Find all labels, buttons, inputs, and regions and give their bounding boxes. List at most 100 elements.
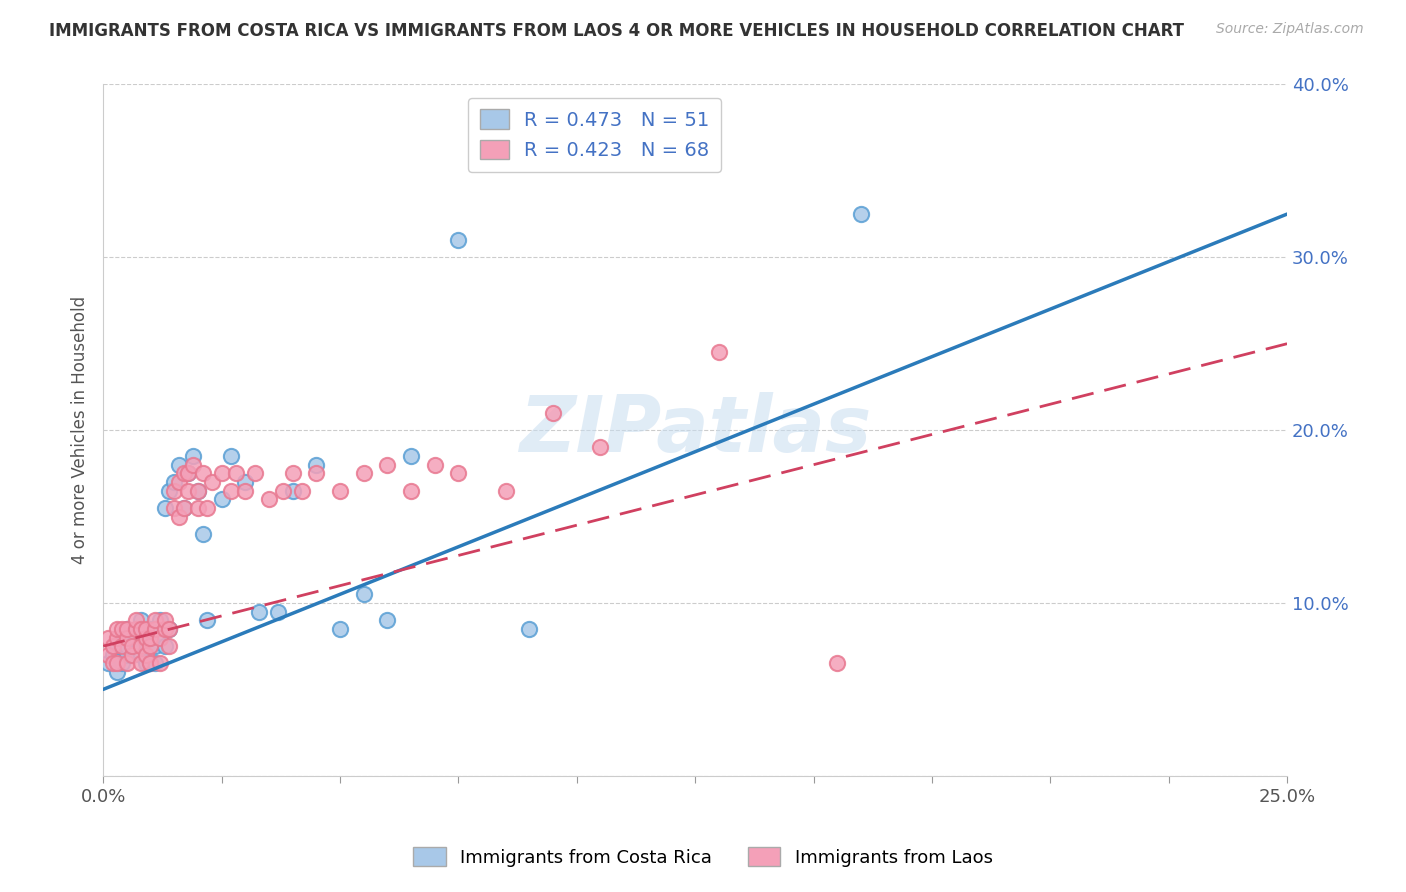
Point (143, 639, 166, 653)
Point (111, 631, 134, 645)
Point (125, 631, 148, 645)
Point (139, 639, 162, 653)
Point (825, 657, 848, 671)
Point (167, 509, 190, 524)
Point (163, 483, 186, 498)
Point (849, 207, 872, 221)
Point (233, 483, 256, 498)
Point (115, 622, 138, 636)
Text: ZIPatlas: ZIPatlas (519, 392, 872, 468)
Point (281, 467, 304, 481)
Point (159, 622, 181, 636)
Point (111, 639, 134, 653)
Point (195, 500, 218, 515)
Point (707, 345, 730, 359)
Point (153, 500, 176, 515)
Point (105, 622, 128, 636)
Point (233, 475, 256, 489)
Point (139, 631, 162, 645)
Point (181, 458, 204, 472)
Point (135, 648, 157, 662)
Point (111, 622, 134, 636)
Point (105, 665, 128, 680)
Point (173, 500, 195, 515)
Point (143, 613, 166, 627)
Point (139, 639, 162, 653)
Point (121, 639, 143, 653)
Point (191, 467, 214, 481)
Point (243, 467, 266, 481)
Point (219, 449, 242, 463)
Point (149, 631, 172, 645)
Point (447, 233, 470, 247)
Point (225, 467, 247, 481)
Point (267, 605, 290, 619)
Point (191, 526, 214, 541)
Point (305, 467, 328, 481)
Point (153, 639, 176, 653)
Point (399, 483, 422, 498)
Point (129, 639, 152, 653)
Point (129, 648, 152, 662)
Point (135, 622, 157, 636)
Point (375, 613, 398, 627)
Point (125, 613, 148, 627)
Point (423, 458, 446, 472)
Point (139, 622, 162, 636)
Point (187, 483, 209, 498)
Point (195, 613, 218, 627)
Point (129, 657, 152, 671)
Point (211, 467, 233, 481)
Point (447, 467, 470, 481)
Point (495, 483, 517, 498)
Text: Source: ZipAtlas.com: Source: ZipAtlas.com (1216, 22, 1364, 37)
Point (139, 657, 162, 671)
Point (121, 639, 143, 653)
Point (159, 622, 181, 636)
Point (97, 648, 120, 662)
Point (329, 483, 352, 498)
Legend: Immigrants from Costa Rica, Immigrants from Laos: Immigrants from Costa Rica, Immigrants f… (406, 840, 1000, 874)
Point (115, 622, 138, 636)
Point (135, 639, 157, 653)
Point (257, 492, 280, 507)
Point (353, 587, 375, 601)
Point (163, 475, 186, 489)
Point (105, 657, 128, 671)
Point (163, 500, 186, 515)
Point (173, 467, 195, 481)
Point (149, 613, 172, 627)
Point (129, 613, 152, 627)
Point (105, 639, 128, 653)
Point (115, 639, 138, 653)
Point (187, 500, 209, 515)
Point (249, 605, 271, 619)
Point (159, 483, 181, 498)
Text: IMMIGRANTS FROM COSTA RICA VS IMMIGRANTS FROM LAOS 4 OR MORE VEHICLES IN HOUSEHO: IMMIGRANTS FROM COSTA RICA VS IMMIGRANTS… (49, 22, 1184, 40)
Point (353, 467, 375, 481)
Point (115, 648, 138, 662)
Point (125, 622, 148, 636)
Point (187, 483, 209, 498)
Point (97, 631, 120, 645)
Point (105, 631, 128, 645)
Point (143, 657, 166, 671)
Point (181, 449, 204, 463)
Point (399, 449, 422, 463)
Point (121, 631, 143, 645)
Point (177, 467, 200, 481)
Point (517, 622, 540, 636)
Y-axis label: 4 or more Vehicles in Household: 4 or more Vehicles in Household (72, 296, 89, 565)
Point (177, 483, 200, 498)
Point (143, 622, 166, 636)
Point (115, 657, 138, 671)
Point (135, 657, 157, 671)
Point (271, 483, 294, 498)
Point (375, 458, 398, 472)
Point (159, 639, 181, 653)
Point (153, 613, 176, 627)
Point (115, 631, 138, 645)
Point (177, 467, 200, 481)
Point (101, 657, 124, 671)
Point (101, 639, 124, 653)
